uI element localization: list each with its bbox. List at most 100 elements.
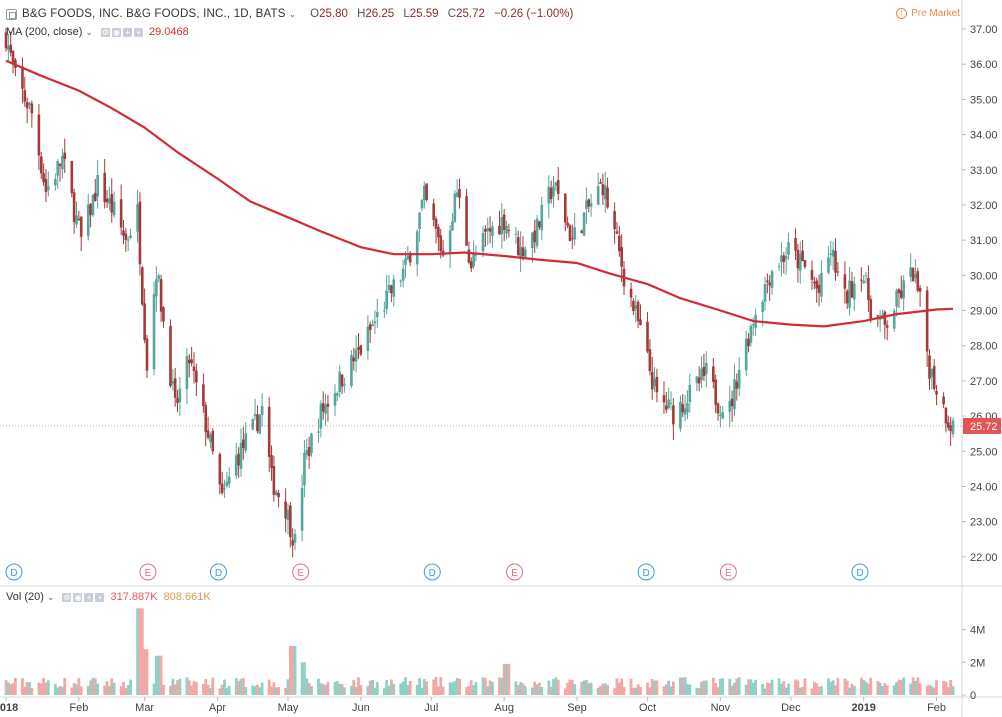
volume-bar	[897, 679, 901, 695]
candle-body	[399, 280, 403, 282]
candle-body	[223, 488, 226, 490]
candle-body	[761, 302, 764, 313]
candle-body	[472, 254, 475, 267]
volume-bar	[662, 686, 666, 695]
volume-bar	[500, 677, 504, 695]
volume-bar	[420, 688, 424, 695]
volume-bar	[350, 686, 353, 695]
candle-body	[862, 280, 866, 284]
volume-bar	[404, 677, 407, 695]
volume-bar	[63, 678, 67, 695]
volume-bar	[267, 679, 271, 695]
volume-bar	[491, 682, 494, 695]
candle-body	[96, 174, 99, 197]
volume-bar	[256, 684, 259, 695]
ma-controls: ⚙ ◉ + ▪	[100, 27, 143, 37]
ma-legend[interactable]: MA (200, close) ⌄ ⚙ ◉ + ▪ 29.0468	[6, 26, 189, 38]
candle-body	[455, 192, 459, 197]
volume-bar	[697, 688, 701, 695]
candle-body	[70, 160, 74, 194]
volume-bar	[547, 680, 551, 695]
volume-bar	[935, 680, 938, 695]
candle-body	[277, 492, 280, 498]
volume-bar	[669, 686, 673, 695]
candle-body	[533, 230, 537, 243]
more-icon[interactable]: ▪	[95, 592, 105, 602]
volume-bar	[418, 678, 421, 695]
volume-bar	[204, 679, 208, 695]
volume-bar	[613, 688, 617, 695]
candle-body	[665, 405, 668, 410]
pre-market-indicator[interactable]: ! Pre Market	[896, 8, 960, 19]
volume-bar	[105, 681, 109, 695]
volume-bar	[885, 685, 889, 695]
candle-body	[152, 293, 156, 370]
volume-bar	[538, 682, 541, 695]
volume-bar	[286, 679, 290, 695]
volume-bar	[735, 678, 739, 695]
volume-bar	[843, 678, 847, 695]
candle-body	[803, 260, 807, 267]
symbol-title[interactable]: B&G FOODS, INC. B&G FOODS, INC., 1D, BAT…	[22, 8, 286, 20]
settings-icon[interactable]: ⚙	[100, 27, 110, 37]
volume-bar	[288, 645, 292, 695]
candle-body	[928, 355, 931, 379]
add-icon[interactable]: +	[84, 592, 94, 602]
volume-bar	[23, 686, 27, 695]
candle-body	[672, 405, 675, 425]
candle-body	[432, 203, 435, 220]
volume-bar	[810, 688, 814, 695]
candle-body	[589, 203, 593, 207]
candle-body	[187, 359, 191, 364]
candle-body	[895, 290, 898, 307]
time-tick-label: Jul	[424, 702, 438, 714]
candle-body	[234, 455, 238, 476]
eye-icon[interactable]: ◉	[111, 27, 121, 37]
price-tick-label: 30.00	[970, 270, 998, 282]
volume-bar	[782, 681, 786, 695]
volume-bar	[458, 678, 461, 695]
dividend-marker-label: D	[215, 568, 222, 579]
candle-body	[136, 204, 139, 232]
add-icon[interactable]: +	[122, 27, 132, 37]
volume-bar	[864, 681, 868, 695]
candle-body	[646, 321, 649, 352]
volume-bar	[154, 655, 158, 695]
eye-icon[interactable]: ◉	[73, 592, 83, 602]
volume-bar	[892, 685, 896, 695]
chevron-down-icon[interactable]: ⌄	[46, 591, 55, 602]
volume-bar	[270, 686, 273, 695]
candle-body	[284, 501, 287, 519]
volume-bar	[382, 688, 386, 695]
time-tick-label: Sep	[567, 702, 587, 714]
candle-body	[227, 476, 231, 484]
volume-bar	[862, 680, 866, 695]
candle-body	[502, 214, 506, 231]
dividend-marker: D	[637, 563, 655, 581]
volume-bar	[655, 680, 659, 695]
collapse-icon[interactable]	[6, 8, 17, 20]
volume-bar	[730, 685, 734, 695]
settings-icon[interactable]: ⚙	[62, 592, 72, 602]
volume-bar	[176, 680, 179, 695]
candle-body	[415, 231, 419, 265]
candle-body	[563, 193, 567, 223]
candle-body	[140, 267, 144, 305]
chevron-down-icon[interactable]: ⌄	[288, 8, 297, 19]
chevron-down-icon[interactable]: ⌄	[85, 26, 93, 37]
volume-legend[interactable]: Vol (20) ⌄ ⚙ ◉ + ▪ 317.887K 808.661K	[6, 591, 211, 603]
candle-body	[129, 235, 132, 239]
more-icon[interactable]: ▪	[133, 27, 143, 37]
volume-bar	[91, 677, 95, 695]
candle-body	[406, 255, 410, 260]
volume-bar	[60, 686, 64, 695]
candle-body	[343, 383, 346, 386]
volume-bar	[946, 687, 950, 695]
volume-bar	[335, 681, 339, 695]
volume-bar	[241, 678, 245, 695]
dividend-marker-label: D	[429, 568, 436, 579]
volume-bar	[754, 679, 758, 695]
volume-bar	[770, 679, 774, 695]
volume-bar	[277, 687, 280, 695]
